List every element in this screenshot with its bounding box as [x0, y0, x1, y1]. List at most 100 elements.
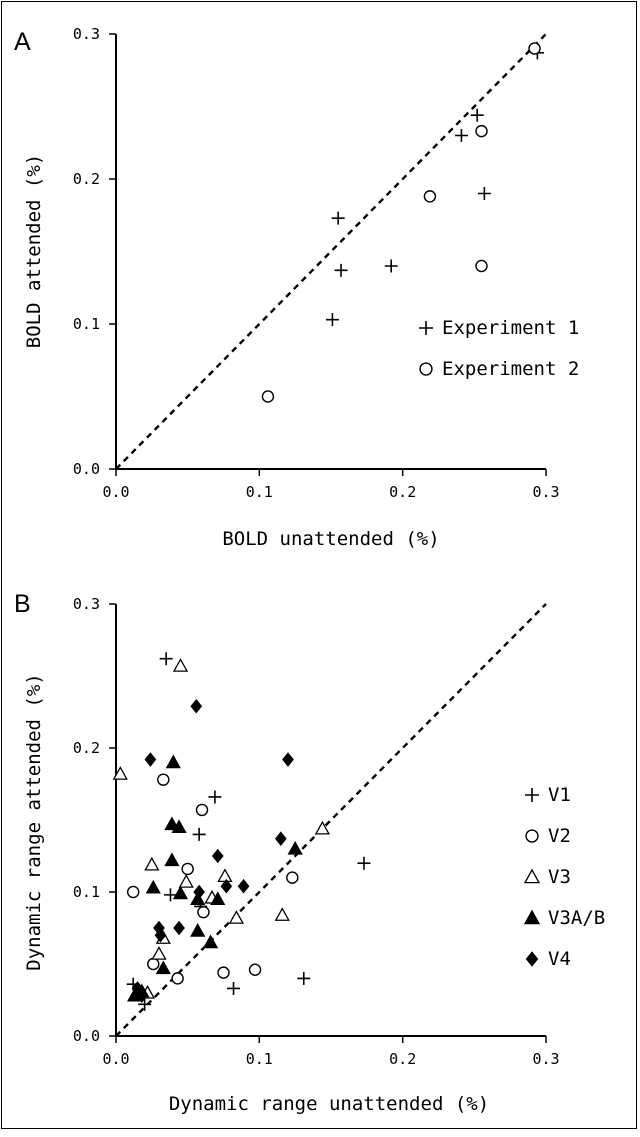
- panel-b: B 0.0 0.1 0.2 0.3 0.0 0.1 0.2: [14, 590, 605, 1115]
- legend-entry-experiment-1: Experiment 1: [419, 317, 579, 339]
- data-point-v3a-b: [171, 819, 187, 834]
- legend-marker-experiment-2: [419, 362, 433, 376]
- panel-a-identity-line: [115, 33, 547, 470]
- data-point-v1: [192, 827, 206, 841]
- data-point-experiment-1: [325, 313, 339, 327]
- panel-a-x-tick-label: 0.1: [246, 483, 273, 501]
- panel-a-x-axis-title: BOLD unattended (%): [222, 528, 439, 550]
- data-point-v4: [282, 752, 294, 767]
- data-point-v3: [178, 874, 194, 888]
- legend-label-experiment-2: Experiment 2: [442, 358, 579, 380]
- data-point-v2: [126, 885, 140, 899]
- panel-a-y-axis-title: BOLD attended (%): [23, 154, 45, 348]
- panel-a-x-tick-label: 0.3: [532, 483, 559, 501]
- data-point-v1: [227, 981, 241, 995]
- data-point-v1: [297, 971, 311, 985]
- legend-label-experiment-1: Experiment 1: [442, 317, 579, 339]
- data-point-v1: [159, 652, 173, 666]
- legend-marker-v2: [525, 829, 539, 843]
- panel-b-identity-line: [115, 603, 547, 1037]
- panel-a-marks: [261, 42, 544, 403]
- data-point-v3a-b: [165, 754, 181, 769]
- data-point-v3: [274, 907, 290, 921]
- data-point-v3: [172, 658, 189, 672]
- legend-entry-v3: V3: [523, 866, 571, 888]
- legend-entry-experiment-2: Experiment 2: [419, 358, 579, 380]
- data-point-v3: [314, 820, 331, 835]
- legend-label-v3a-b: V3A/B: [548, 907, 605, 929]
- legend-marker-v4: [525, 951, 539, 967]
- data-point-v3a-b: [210, 891, 226, 906]
- legend-entry-v2: V2: [525, 825, 571, 847]
- data-point-v3a-b: [202, 934, 219, 949]
- panel-a-y-tick-label: 0.0: [73, 460, 100, 478]
- panel-a-x-tick-label: 0.0: [102, 483, 129, 501]
- panel-a-y-tick-label: 0.3: [73, 25, 100, 43]
- data-point-v2: [217, 966, 230, 979]
- data-point-experiment-2: [261, 390, 275, 403]
- data-point-v3a-b: [145, 879, 161, 894]
- data-point-v4: [154, 927, 167, 943]
- legend-label-v2: V2: [548, 825, 571, 847]
- data-point-v3: [112, 766, 128, 780]
- legend-entry-v3a-b: V3A/B: [523, 907, 605, 929]
- data-point-experiment-1: [331, 211, 345, 225]
- panel-b-x-ticks: 0.0 0.1 0.2 0.3: [102, 1036, 560, 1068]
- data-point-v2: [248, 963, 262, 976]
- panel-a-x-tick-label: 0.2: [389, 483, 416, 501]
- data-point-v4: [193, 884, 205, 900]
- panel-b-label: B: [14, 590, 31, 618]
- legend-label-v3: V3: [548, 866, 571, 888]
- data-point-v3: [228, 910, 245, 924]
- panel-b-y-tick-label: 0.2: [73, 739, 100, 757]
- data-point-experiment-1: [454, 129, 468, 142]
- data-point-v2: [197, 905, 210, 919]
- data-point-v2: [286, 871, 299, 884]
- panel-a: A 0.0 0.1 0.2 0.3 0.0 0.1 0.2: [14, 25, 579, 550]
- data-point-experiment-1: [477, 187, 491, 200]
- data-point-v1: [208, 790, 222, 804]
- panel-b-y-axis-title: Dynamic range attended (%): [23, 673, 45, 970]
- panel-b-legend: V1 V2 V3 V3A/B V4: [523, 784, 605, 970]
- panel-a-y-ticks: 0.0 0.1 0.2 0.3: [73, 25, 116, 478]
- panel-b-y-tick-label: 0.3: [73, 595, 100, 613]
- data-point-experiment-1: [334, 263, 348, 277]
- data-point-v3a-b: [190, 923, 206, 937]
- data-point-v4: [220, 878, 233, 894]
- legend-label-v4: V4: [548, 948, 571, 970]
- panel-b-x-tick-label: 0.3: [532, 1050, 559, 1068]
- legend-entry-v1: V1: [525, 784, 571, 806]
- panel-b-y-tick-label: 0.1: [73, 883, 100, 901]
- data-point-v2: [181, 862, 194, 876]
- panel-b-x-tick-label: 0.0: [102, 1050, 129, 1068]
- data-point-v3a-b: [155, 960, 171, 975]
- data-point-v4: [144, 752, 157, 767]
- data-point-v4: [173, 920, 185, 936]
- panel-b-marks: [112, 652, 371, 1011]
- legend-marker-v3a-b: [523, 909, 541, 925]
- legend-marker-v1: [525, 788, 539, 802]
- panel-b-y-tick-label: 0.0: [73, 1027, 100, 1045]
- data-point-v4: [211, 848, 224, 864]
- data-point-v3a-b: [164, 852, 180, 867]
- data-point-experiment-1: [384, 259, 398, 273]
- panel-a-y-tick-label: 0.2: [73, 170, 100, 188]
- panel-a-y-tick-label: 0.1: [73, 315, 100, 333]
- data-point-v2: [195, 803, 209, 817]
- panel-b-x-tick-label: 0.1: [246, 1050, 273, 1068]
- panel-a-label: A: [14, 28, 31, 56]
- data-point-v3a-b: [190, 891, 206, 906]
- legend-entry-v4: V4: [525, 948, 571, 970]
- panel-b-x-tick-label: 0.2: [389, 1050, 416, 1068]
- legend-marker-experiment-1: [419, 321, 433, 335]
- data-point-experiment-2: [423, 190, 437, 203]
- data-point-v3: [144, 856, 160, 871]
- data-point-experiment-2: [528, 42, 541, 55]
- data-point-v3a-b: [287, 840, 303, 855]
- data-point-v2: [157, 773, 170, 786]
- panel-b-y-ticks: 0.0 0.1 0.2 0.3: [73, 595, 116, 1045]
- data-point-v1: [138, 997, 152, 1011]
- legend-marker-v3: [523, 868, 541, 884]
